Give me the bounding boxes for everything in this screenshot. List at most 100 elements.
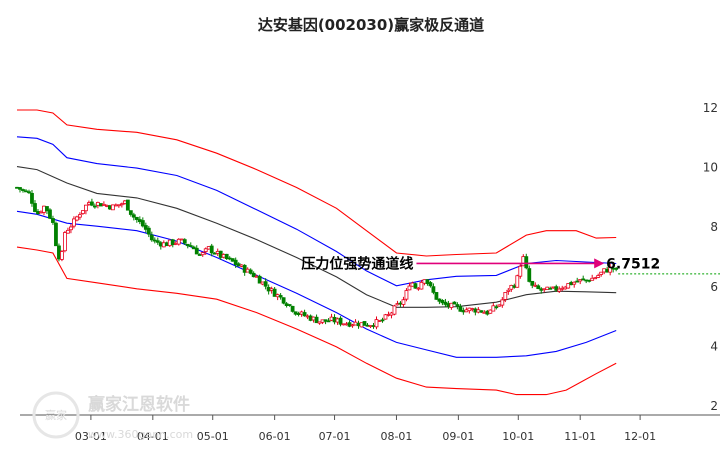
candle-body [254, 275, 259, 278]
candle-body [548, 287, 553, 290]
x-tick-label: 09-01 [442, 430, 474, 443]
x-tick-label: 03-01 [75, 430, 107, 443]
series-line-outer-upper [17, 109, 617, 257]
candle-body [473, 308, 478, 313]
candle-body [260, 281, 265, 285]
candle-body [290, 305, 295, 312]
candle-body [350, 324, 355, 327]
candle-body [578, 279, 583, 282]
candle-body [140, 220, 145, 227]
candle-body [143, 225, 148, 230]
candle-body [542, 288, 547, 291]
y-tick-label: 8 [710, 220, 718, 234]
candle-body [284, 303, 289, 306]
candle-body [434, 292, 439, 300]
candle-body [158, 242, 163, 247]
candle-body [575, 280, 580, 283]
x-tick-label: 06-01 [259, 430, 291, 443]
candle-body [221, 254, 226, 258]
candle-body [467, 307, 472, 312]
candle-body [320, 319, 325, 323]
candle-body [449, 302, 454, 308]
candle-body [482, 311, 487, 314]
candle-body [491, 305, 496, 312]
candle-body [494, 306, 499, 309]
candle-body [116, 204, 121, 207]
candle-body [89, 201, 94, 206]
resistance-arrow-head-icon [594, 258, 605, 269]
candle-body [476, 309, 481, 313]
series-line-inner-lower [16, 210, 617, 358]
candle-body [362, 321, 367, 326]
candle-body [84, 204, 88, 212]
candle-body [524, 256, 529, 269]
candle-body [590, 277, 595, 281]
candle-body [98, 203, 103, 207]
candle-body [155, 240, 160, 243]
candle-body [119, 203, 124, 206]
candle-body [614, 267, 619, 270]
candle-body [386, 314, 391, 316]
candle-body [599, 271, 604, 275]
candle-body [416, 287, 421, 290]
candle-body [149, 234, 154, 241]
candle-body [152, 239, 157, 242]
candle-body [30, 192, 34, 204]
candle-body [470, 308, 475, 310]
candle-body [419, 281, 424, 290]
candle-body [33, 203, 37, 212]
watermark-seal-text: 赢家 [45, 408, 67, 422]
candle-body [380, 319, 385, 322]
candle-body [497, 304, 502, 307]
candle-body [503, 292, 508, 300]
candle-body [404, 290, 409, 300]
candle-body [368, 325, 373, 328]
watermark-seal-icon [32, 391, 80, 439]
candle-body [398, 302, 403, 305]
candle-body [488, 309, 493, 314]
candle-body [110, 204, 115, 211]
candle-body [353, 321, 358, 326]
candle-body [551, 286, 556, 289]
candle-body [21, 189, 25, 191]
candle-body [113, 204, 118, 207]
candle-body [185, 243, 190, 247]
candle-body [75, 216, 79, 221]
candle-body [314, 316, 319, 324]
candle-body [60, 251, 64, 260]
candle-body [206, 246, 211, 250]
y-tick-label: 12 [703, 101, 718, 115]
watermark: 赢家 赢家江恩软件 www.360gann.com [32, 391, 193, 441]
candle-body [515, 275, 520, 288]
candle-body [218, 250, 223, 258]
candle-body [146, 227, 151, 235]
candle-body [18, 187, 22, 190]
candle-body [308, 315, 313, 321]
candle-body [545, 286, 550, 290]
candle-body [530, 280, 535, 286]
candle-body [365, 324, 370, 327]
candle-body [428, 282, 433, 287]
candle-body [323, 319, 328, 322]
candles [15, 186, 619, 330]
candle-body [512, 285, 517, 288]
candle-body [479, 310, 484, 313]
candle-body [572, 281, 577, 285]
candle-body [233, 259, 238, 266]
candle-body [263, 281, 268, 287]
candle-body [281, 297, 286, 304]
candle-body [554, 286, 559, 291]
candle-body [15, 186, 19, 189]
candle-body [587, 279, 592, 282]
candle-body [527, 268, 532, 282]
candle-body [236, 263, 241, 267]
candle-body [278, 295, 283, 298]
candle-body [224, 253, 229, 260]
candle-body [86, 202, 91, 205]
candle-body [48, 209, 52, 219]
candle-body [122, 200, 127, 204]
candle-body [203, 248, 208, 252]
candle-body [128, 210, 133, 215]
candle-body [347, 322, 352, 327]
